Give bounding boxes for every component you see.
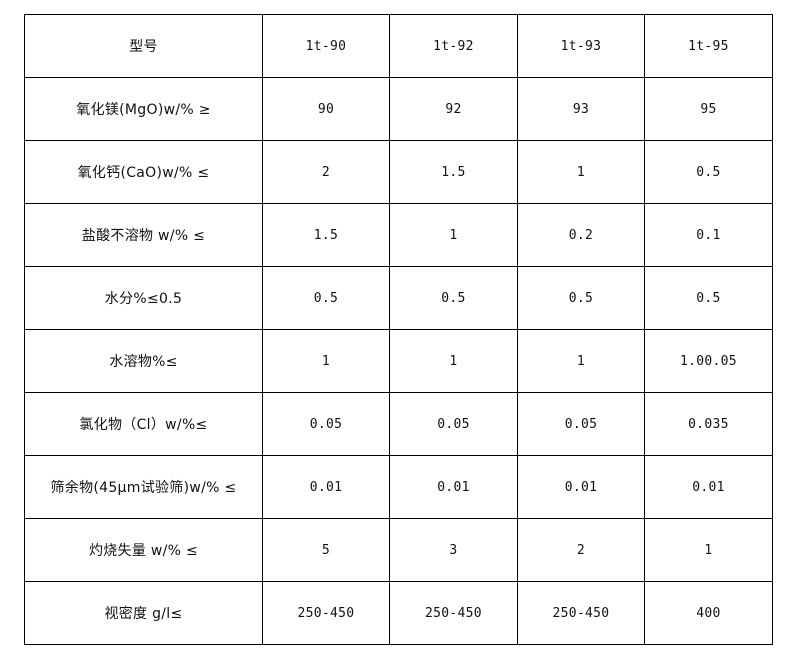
table-cell: 0.5 <box>389 266 518 330</box>
row-label-cell: 灼烧失量 w/% ≤ <box>24 518 263 582</box>
table-cell: 250-450 <box>517 581 645 645</box>
row-label-cell: 氧化钙(CaO)w/% ≤ <box>24 140 263 204</box>
row-label-cell: 氯化物（Cl）w/%≤ <box>24 392 263 456</box>
row-label-cell: 盐酸不溶物 w/% ≤ <box>24 203 263 267</box>
row-label-cell: 水溶物%≤ <box>24 329 263 393</box>
table-cell: 5 <box>262 518 390 582</box>
row-label-cell: 氧化镁(MgO)w/% ≥ <box>24 77 263 141</box>
header-cell: 1t-93 <box>517 14 645 78</box>
table-cell: 93 <box>517 77 645 141</box>
row-label-cell: 水分%≤0.5 <box>24 266 263 330</box>
table-row: 水溶物%≤ 1 1 1 1.00.05 <box>24 329 773 393</box>
table-cell: 90 <box>262 77 390 141</box>
table-cell: 92 <box>389 77 518 141</box>
spec-table: 型号 1t-90 1t-92 1t-93 1t-95 氧化镁(MgO)w/% ≥90 92 9… <box>24 14 773 645</box>
header-cell: 型号 <box>24 14 263 78</box>
table-cell: 0.5 <box>517 266 645 330</box>
table-cell: 1 <box>517 140 645 204</box>
table-cell: 0.01 <box>389 455 518 519</box>
table-cell: 0.05 <box>389 392 518 456</box>
table-row: 灼烧失量 w/% ≤5 3 2 1 <box>24 518 773 582</box>
table-row: 筛余物(45μm试验筛)w/% ≤0.01 0.01 0.01 0.01 <box>24 455 773 519</box>
table-cell: 1.5 <box>389 140 518 204</box>
table-cell: 1 <box>389 203 518 267</box>
table-cell: 3 <box>389 518 518 582</box>
header-cell: 1t-92 <box>389 14 518 78</box>
table-cell: 2 <box>517 518 645 582</box>
header-cell: 1t-90 <box>262 14 390 78</box>
table-cell: 1 <box>262 329 390 393</box>
table-row: 氯化物（Cl）w/%≤ 0.05 0.05 0.05 0.035 <box>24 392 773 456</box>
table-cell: 0.01 <box>262 455 390 519</box>
table-cell: 0.5 <box>644 140 773 204</box>
table-cell: 0.2 <box>517 203 645 267</box>
table-cell: 0.01 <box>517 455 645 519</box>
table-row: 水分%≤0.5 0.5 0.5 0.5 0.5 <box>24 266 773 330</box>
table-cell: 1 <box>517 329 645 393</box>
table-row: 氧化钙(CaO)w/% ≤2 1.5 1 0.5 <box>24 140 773 204</box>
table-cell: 95 <box>644 77 773 141</box>
table-cell: 0.1 <box>644 203 773 267</box>
table-cell: 1.5 <box>262 203 390 267</box>
row-label-cell: 筛余物(45μm试验筛)w/% ≤ <box>24 455 263 519</box>
row-label-cell: 视密度 g/l≤ <box>24 581 263 645</box>
header-cell: 1t-95 <box>644 14 773 78</box>
table-cell: 0.05 <box>517 392 645 456</box>
table-cell: 2 <box>262 140 390 204</box>
table-cell: 250-450 <box>389 581 518 645</box>
header-row: 型号 1t-90 1t-92 1t-93 1t-95 <box>24 14 773 78</box>
table-cell: 0.05 <box>262 392 390 456</box>
table-cell: 1.00.05 <box>644 329 773 393</box>
table-cell: 400 <box>644 581 773 645</box>
table-row: 视密度 g/l≤ 250-450 250-450 250-450 400 <box>24 581 773 645</box>
table-cell: 250-450 <box>262 581 390 645</box>
table-cell: 0.5 <box>644 266 773 330</box>
table-cell: 1 <box>644 518 773 582</box>
table-row: 盐酸不溶物 w/% ≤1.5 1 0.2 0.1 <box>24 203 773 267</box>
table-cell: 0.035 <box>644 392 773 456</box>
table-cell: 0.01 <box>644 455 773 519</box>
table-cell: 0.5 <box>262 266 390 330</box>
table-cell: 1 <box>389 329 518 393</box>
table-row: 氧化镁(MgO)w/% ≥90 92 93 95 <box>24 77 773 141</box>
